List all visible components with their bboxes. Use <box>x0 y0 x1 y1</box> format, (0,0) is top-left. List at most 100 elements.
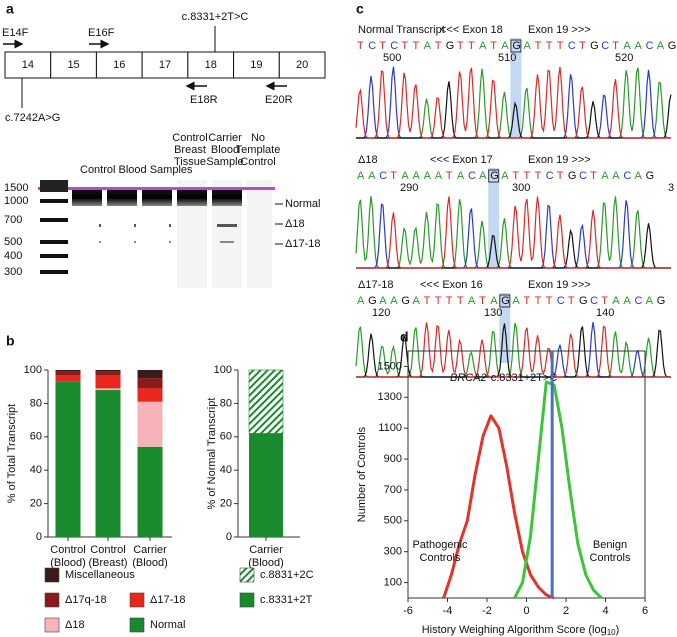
bar-segment <box>95 371 121 376</box>
y-tick-label: 0 <box>36 531 42 543</box>
bar-segment <box>55 371 81 376</box>
lane-header: Breast <box>174 144 206 156</box>
ladder-band <box>40 218 68 222</box>
position: 300 <box>512 182 530 194</box>
lane-header: Blood <box>211 144 239 156</box>
y-tick-label: 40 <box>30 464 42 476</box>
x-axis-label-part: ) <box>616 624 620 636</box>
band-faint <box>134 241 136 243</box>
y-axis-label: % of Total Transcript <box>6 404 18 503</box>
y-tick-label: 80 <box>30 397 42 409</box>
lane-header: Carrier <box>208 132 242 144</box>
y-tick-label: 1500 <box>378 360 402 372</box>
x-tick-label: 2 <box>563 605 569 617</box>
exon-label: 14 <box>22 59 34 71</box>
ladder-label: 700 <box>4 214 22 226</box>
y-tick-label: 700 <box>384 484 402 496</box>
exon-box <box>50 51 97 79</box>
x-tick-label: (Blood) <box>248 557 283 569</box>
lane-header: Tissue <box>174 156 206 168</box>
ladder-band <box>40 199 68 203</box>
band-faint <box>169 224 171 227</box>
position: 510 <box>498 52 516 64</box>
x-tick-label: (Blood) <box>132 557 167 569</box>
band-faint <box>99 241 101 243</box>
ladder-top <box>40 180 68 192</box>
legend-label: Normal <box>150 619 185 631</box>
ladder-label: 1000 <box>4 195 28 207</box>
position: 140 <box>596 307 614 319</box>
ladder-label: 1500 <box>4 182 28 194</box>
bar-segment <box>137 370 163 379</box>
bar-segment <box>95 370 121 372</box>
variant: c.8331+2T>C <box>182 11 249 23</box>
chart-title: BRCA2 c.8331+2T>C <box>450 372 557 384</box>
trace-title: Δ17-18 <box>358 279 393 291</box>
band <box>212 190 242 206</box>
ladder-label: 400 <box>4 250 22 262</box>
primer: E18R <box>190 94 218 106</box>
base-box <box>488 169 500 183</box>
position: 120 <box>372 307 390 319</box>
highlight <box>488 168 500 268</box>
y-tick-label: 20 <box>30 498 42 510</box>
exon-label: Exon 19 >>> <box>528 279 591 291</box>
position: 520 <box>615 52 633 64</box>
y-tick-label: 80 <box>220 397 232 409</box>
y-tick-label: 1300 <box>378 391 402 403</box>
legend-swatch <box>129 617 145 633</box>
band-faint <box>99 224 101 227</box>
lane-header: Control <box>240 156 275 168</box>
primer: E14F <box>2 27 29 39</box>
legend-label: Miscellaneous <box>65 569 135 581</box>
x-tick-label: Carrier <box>249 544 283 556</box>
band-label: Δ18 <box>285 218 305 230</box>
exon-label: 19 <box>250 59 262 71</box>
legend-swatch <box>239 567 255 583</box>
bar-segment <box>137 378 163 389</box>
band <box>177 190 207 206</box>
lane-header: No <box>251 132 265 144</box>
exon-box <box>187 51 235 79</box>
bar-segment <box>137 388 163 402</box>
bar-segment <box>95 375 121 389</box>
position: 290 <box>400 182 418 194</box>
marker-line <box>38 187 275 190</box>
title-part: c.8331+2T>C <box>491 372 558 384</box>
legend-swatch <box>44 617 60 633</box>
x-tick-label: -6 <box>403 605 413 617</box>
chromatograms: Normal Transcript<<< Exon 18 Exon 19 >>> T… <box>355 24 676 378</box>
exon-label: <<< Exon 18 <box>440 24 503 36</box>
x-tick-label: (Breast) <box>88 557 127 569</box>
x-tick-label: 0 <box>523 605 529 617</box>
trace <box>355 66 671 139</box>
exon-label: 15 <box>67 59 79 71</box>
band-label: Normal <box>285 198 320 210</box>
ladder-label: 500 <box>4 236 22 248</box>
bar-segment <box>248 369 284 434</box>
trace <box>356 81 672 139</box>
lane-header: Template <box>236 144 281 156</box>
band-faint <box>220 241 234 243</box>
bar-segment <box>55 375 81 382</box>
y-tick-label: 20 <box>220 498 232 510</box>
legend-label: Δ18 <box>65 619 85 631</box>
series-label: Benign <box>593 539 627 551</box>
band-faint <box>169 241 171 243</box>
y-tick-label: 100 <box>24 364 42 376</box>
band <box>107 190 137 206</box>
y-axis-label: Number of Controls <box>356 426 368 522</box>
legend-label: c.8331+2T <box>260 594 313 606</box>
variant: c.7242A>G <box>5 112 60 124</box>
x-axis-label-part: History Weighing Algorithm Score (log <box>422 624 607 636</box>
x-tick-label: 4 <box>602 605 608 617</box>
title-part: BRCA2 <box>450 372 487 384</box>
bar-segment <box>95 388 121 391</box>
y-tick-label: 300 <box>384 546 402 558</box>
legend-label: Δ17q-18 <box>65 594 107 606</box>
y-tick-label: 100 <box>214 364 232 376</box>
